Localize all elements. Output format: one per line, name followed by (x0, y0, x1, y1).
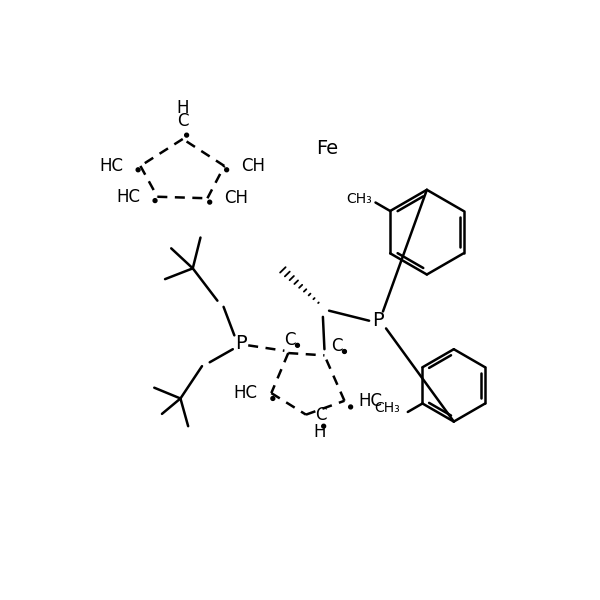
Text: H: H (314, 422, 326, 440)
Circle shape (225, 168, 229, 172)
Text: CH₃: CH₃ (374, 401, 400, 415)
Text: HC: HC (116, 188, 140, 206)
Text: CH: CH (241, 157, 265, 175)
Text: C: C (177, 112, 188, 130)
Circle shape (322, 424, 326, 428)
Circle shape (343, 350, 346, 353)
Circle shape (136, 168, 140, 172)
Circle shape (349, 405, 353, 409)
Text: HC: HC (100, 157, 124, 175)
Text: P: P (373, 311, 384, 330)
Circle shape (153, 199, 157, 203)
Text: Fe: Fe (316, 139, 338, 158)
Text: H: H (176, 100, 189, 118)
Text: C: C (284, 331, 296, 349)
Text: P: P (235, 334, 247, 353)
Text: HC: HC (358, 392, 382, 410)
Circle shape (271, 397, 275, 400)
Text: CH: CH (224, 189, 248, 207)
Circle shape (296, 343, 299, 347)
Circle shape (185, 133, 188, 137)
Text: CH₃: CH₃ (346, 191, 371, 206)
Text: C: C (331, 337, 343, 355)
Text: C: C (315, 406, 327, 424)
Text: HC: HC (233, 384, 257, 402)
Circle shape (208, 200, 212, 204)
